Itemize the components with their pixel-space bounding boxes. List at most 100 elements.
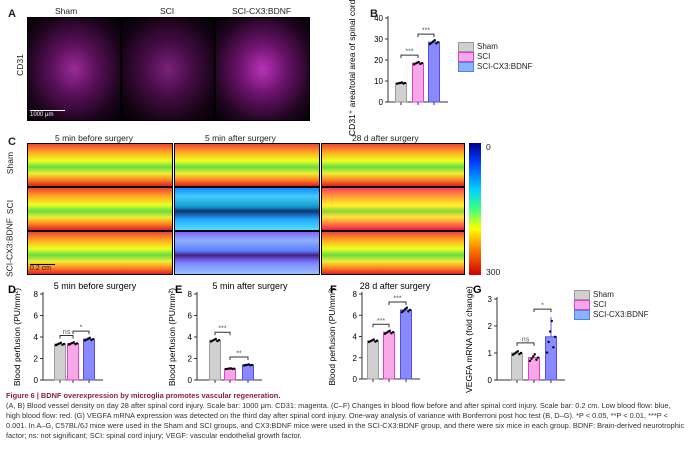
- data-point: [232, 367, 236, 370]
- flow-map-bdnf-28d: [321, 231, 465, 275]
- data-point: [535, 358, 538, 361]
- panel-letter: E: [175, 284, 182, 296]
- significance-bracket: [516, 342, 535, 346]
- y-tick-label: 8: [188, 290, 193, 299]
- micrograph-bdnf: [215, 17, 310, 121]
- significance-label: ***: [377, 318, 385, 325]
- flow-map-sci-before: [27, 187, 173, 231]
- bar-sci: [224, 368, 236, 381]
- chart-b: CD31⁺ area/total area of spinal cord (%)…: [347, 0, 448, 136]
- bar-sham: [54, 343, 66, 381]
- panel-b-letter: B: [370, 8, 378, 20]
- chart-title: 5 min after surgery: [212, 281, 288, 291]
- data-point: [75, 342, 79, 345]
- y-tick-label: 4: [353, 333, 358, 342]
- data-point: [552, 346, 555, 349]
- data-point: [407, 310, 410, 313]
- scale-bar-c-label: 0.2 cm: [30, 265, 52, 272]
- legend-label: Sham: [593, 290, 614, 300]
- legend-b: Sham SCI SCI-CX3:BDNF: [458, 42, 533, 72]
- significance-bracket: [229, 356, 249, 360]
- data-point: [400, 310, 404, 314]
- y-tick-label: 20: [374, 56, 383, 65]
- panel-letter: D: [8, 284, 16, 296]
- figure-caption: Figure 6 | BDNF overexpression by microg…: [6, 391, 686, 441]
- legend-swatch: [458, 62, 474, 72]
- legend-swatch: [458, 52, 474, 62]
- data-point: [428, 42, 432, 46]
- y-axis-label: CD31⁺ area/total area of spinal cord (%): [347, 0, 357, 136]
- col-label-before: 5 min before surgery: [55, 133, 133, 143]
- y-tick-label: 0: [379, 98, 384, 107]
- legend-item-bdnf: SCI-CX3:BDNF: [574, 310, 649, 320]
- col-label-sham: Sham: [55, 6, 78, 16]
- data-point: [214, 337, 217, 341]
- data-point: [217, 339, 221, 342]
- chart-f: F 28 d after surgery Blood perfusion (PU/m…: [327, 281, 431, 386]
- data-point: [550, 319, 553, 323]
- flow-map-sham-before: [27, 143, 173, 187]
- data-point: [404, 308, 407, 311]
- y-tick-label: 8: [353, 290, 358, 299]
- flow-map-sham-after: [174, 143, 320, 187]
- bar-sci-cx3-bdnf: [400, 309, 412, 380]
- significance-label: ***: [393, 295, 401, 302]
- scale-bar-a-label: 1000 µm: [30, 112, 54, 118]
- chart-title: 28 d after surgery: [360, 281, 431, 291]
- colorbar-min-label: 0: [486, 142, 491, 152]
- panel-letter: G: [473, 284, 482, 296]
- significance-label: ***: [422, 28, 430, 35]
- chart-title: 5 min before surgery: [54, 281, 137, 291]
- data-point: [408, 308, 412, 312]
- data-point: [59, 341, 62, 345]
- data-point: [533, 353, 536, 356]
- caption-title: Figure 6 | BDNF overexpression by microg…: [6, 391, 281, 400]
- legend-g: Sham SCI SCI-CX3:BDNF: [574, 290, 649, 320]
- y-tick-label: 0: [353, 375, 358, 384]
- legend-swatch: [574, 300, 590, 310]
- colorbar-max-label: 300: [486, 267, 501, 277]
- bar-sci-cx3-bdnf: [428, 41, 440, 103]
- legend-item-sci: SCI: [574, 300, 649, 310]
- y-axis-label: Blood perfusion (PU/mm²): [327, 287, 337, 385]
- data-point: [430, 41, 433, 44]
- chart-e: E 5 min after surgery Blood perfusion (PU/…: [167, 281, 288, 386]
- significance-label: **: [236, 350, 242, 357]
- y-tick-label: 0: [488, 376, 493, 385]
- bar-sci: [383, 331, 395, 380]
- data-point: [530, 357, 533, 360]
- data-point: [402, 309, 405, 312]
- flow-map-sci-28d: [321, 187, 465, 231]
- significance-label: ns: [522, 336, 530, 343]
- flow-map-bdnf-after: [174, 231, 320, 275]
- significance-bracket: [388, 301, 407, 305]
- micrograph-sci: [121, 17, 215, 121]
- y-tick-label: 6: [188, 312, 193, 321]
- caption-body: (A, B) Blood vessel density on day 28 af…: [6, 401, 685, 440]
- data-point: [435, 42, 438, 45]
- data-point: [417, 60, 420, 64]
- bar-sham: [209, 339, 221, 381]
- data-point: [528, 359, 532, 363]
- col-label-sci: SCI: [160, 6, 175, 16]
- data-point: [62, 342, 66, 346]
- legend-label: SCI-CX3:BDNF: [477, 62, 533, 72]
- bar-sham: [367, 340, 379, 380]
- data-point: [372, 338, 375, 341]
- legend-label: SCI: [477, 52, 491, 62]
- significance-label: ns: [63, 329, 71, 336]
- y-tick-label: 2: [488, 322, 493, 331]
- y-tick-label: 4: [34, 333, 39, 342]
- legend-label: SCI-CX3:BDNF: [593, 310, 649, 320]
- flow-map-sham-28d: [321, 143, 465, 187]
- y-axis-label: VEGFA mRNA (fold change): [464, 286, 474, 393]
- significance-bracket: [214, 331, 231, 336]
- significance-bracket: [417, 33, 435, 38]
- bar-sci-cx3-bdnf: [545, 336, 557, 381]
- data-point: [391, 331, 395, 334]
- y-tick-label: 30: [374, 35, 383, 44]
- panel-letter: F: [330, 284, 337, 296]
- flow-map-bdnf-before: [27, 231, 173, 275]
- y-tick-label: 10: [374, 77, 383, 86]
